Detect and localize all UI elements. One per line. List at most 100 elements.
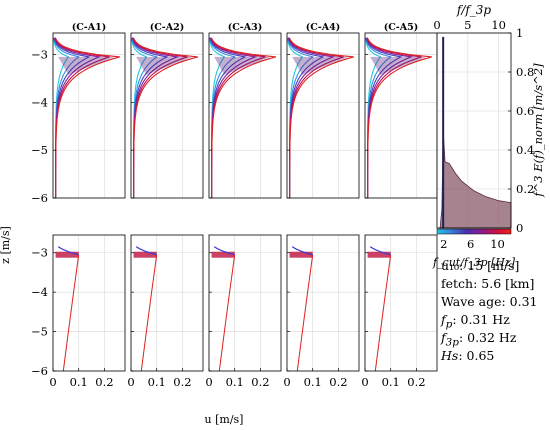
bottom-panel: 0 0.1 0.2 xyxy=(205,234,282,389)
right-tick-label: 0 xyxy=(516,221,523,235)
x-tick-label: 0 xyxy=(361,375,368,389)
info-u10: u₁₀: 15 [m/s] xyxy=(441,258,520,273)
colorbar-label: f_cut/f_3p [Hz] xyxy=(432,256,516,269)
info-f3p: f3p: 0.32 Hz xyxy=(441,330,516,349)
info-fp-sub: p xyxy=(445,318,453,331)
info-fp-key: f xyxy=(441,312,446,327)
surface-band xyxy=(133,251,157,258)
info-fetch: fetch: 5.6 [km] xyxy=(441,276,535,291)
panel-frame xyxy=(208,32,282,199)
surface-band xyxy=(211,251,235,258)
profile-line xyxy=(62,254,80,372)
profile-line xyxy=(296,254,314,372)
info-f3p-value: : 0.32 Hz xyxy=(458,330,517,345)
surface-curve xyxy=(369,246,391,256)
x-axis-label: u [m/s] xyxy=(205,413,244,426)
spectrum-panel: 00.20.40.60.810 5 10f/f_3pf^3 E(f)_norm [m… xyxy=(432,3,545,269)
profile-panels: −6 −5 −4 −3 (C-A1) (C-A2) (C-A3) (C-A4) (C-A5) −6… xyxy=(31,22,438,389)
x-tick-label: 0.2 xyxy=(251,375,269,389)
top-tick-label: 0 xyxy=(433,18,440,32)
right-axis-label: f^3 E(f)_norm [m/s^2] xyxy=(531,63,545,198)
panel-frame xyxy=(130,234,204,372)
panel-frame xyxy=(130,32,204,199)
panel-frame xyxy=(364,234,438,372)
y-tick-label: −6 xyxy=(31,364,48,378)
panel-frame xyxy=(286,234,360,372)
surface-curve xyxy=(57,246,79,256)
x-tick-label: 0.1 xyxy=(226,375,244,389)
surface-curve xyxy=(291,246,313,256)
colorbar-tick-label: 10 xyxy=(490,237,505,251)
right-tick-label: 0.2 xyxy=(516,182,534,196)
colorbar-tick-label: 2 xyxy=(440,237,447,251)
panel-frame xyxy=(52,234,126,372)
top-panel: −6 −5 −4 −3 (C-A1) xyxy=(31,22,126,205)
profile-envelope xyxy=(370,56,427,75)
info-wave-age: Wave age: 0.31 xyxy=(441,294,538,309)
info-hs-key: Hs xyxy=(441,348,459,363)
panel-title: (C-A2) xyxy=(150,22,184,33)
info-f3p-sub: 3p xyxy=(445,336,459,349)
profile-line xyxy=(210,37,277,198)
y-tick-label: −6 xyxy=(31,191,48,205)
x-tick-label: 0.1 xyxy=(382,375,400,389)
bottom-panel: 0 0.1 0.2 xyxy=(127,234,204,389)
bottom-panel: 0 0.1 0.2 xyxy=(283,234,360,389)
top-panel: (C-A3) xyxy=(208,22,282,199)
surface-band xyxy=(55,251,79,258)
x-tick-label: 0.1 xyxy=(304,375,322,389)
x-tick-label: 0 xyxy=(49,375,56,389)
x-tick-label: 0.1 xyxy=(148,375,166,389)
surface-curve xyxy=(213,246,235,256)
y-tick-label: −4 xyxy=(31,95,48,109)
profile-envelope xyxy=(136,56,193,75)
right-tick-label: 0.8 xyxy=(516,65,534,79)
profile-line xyxy=(140,254,158,372)
bottom-panel: −6 −5 −4 −3 0 0.1 0.2 xyxy=(31,234,126,389)
y-tick-label: −3 xyxy=(31,48,48,62)
right-tick-label: 0.4 xyxy=(516,143,534,157)
top-panel: (C-A2) xyxy=(130,22,204,199)
x-tick-label: 0.2 xyxy=(173,375,191,389)
top-tick-label: 5 xyxy=(464,18,471,32)
bottom-panel: 0 0.1 0.2 xyxy=(361,234,438,389)
profile-line xyxy=(132,37,199,198)
profile-envelope xyxy=(292,56,349,75)
info-fp: fp: 0.31 Hz xyxy=(441,312,510,331)
profile-line xyxy=(218,254,236,372)
info-hs-value: : 0.65 xyxy=(458,348,495,363)
colorbar-tick-label: 6 xyxy=(467,237,474,251)
right-tick-label: 0.6 xyxy=(516,104,534,118)
right-tick-label: 1 xyxy=(516,26,523,40)
profile-envelope xyxy=(58,56,115,75)
surface-band xyxy=(289,251,313,258)
panel-title: (C-A4) xyxy=(306,22,340,33)
top-axis-label: f/f_3p xyxy=(456,3,492,17)
top-tick-label: 10 xyxy=(491,18,506,32)
panel-frame xyxy=(208,234,282,372)
top-panel: (C-A4) xyxy=(286,22,360,199)
x-tick-label: 0.2 xyxy=(407,375,425,389)
panel-title: (C-A3) xyxy=(228,22,262,33)
profile-line xyxy=(54,37,121,198)
x-tick-label: 0.2 xyxy=(329,375,347,389)
surface-curve xyxy=(135,246,157,256)
y-axis-label: z [m/s] xyxy=(0,226,12,264)
info-hs: Hs: 0.65 xyxy=(441,348,494,363)
surface-band xyxy=(367,251,391,258)
profile-line xyxy=(366,37,433,198)
spectrum-frame xyxy=(436,32,512,229)
y-tick-label: −5 xyxy=(31,143,48,157)
spectrum-area xyxy=(439,130,512,229)
y-tick-label: −3 xyxy=(31,246,48,260)
profile-envelope xyxy=(214,56,271,75)
info-fp-value: : 0.31 Hz xyxy=(452,312,510,327)
colorbar xyxy=(436,228,512,235)
profile-line xyxy=(374,254,392,372)
y-tick-label: −4 xyxy=(31,285,48,299)
x-tick-label: 0 xyxy=(127,375,134,389)
top-panel: (C-A5) xyxy=(364,22,438,199)
panel-frame xyxy=(286,32,360,199)
x-tick-label: 0.2 xyxy=(95,375,113,389)
